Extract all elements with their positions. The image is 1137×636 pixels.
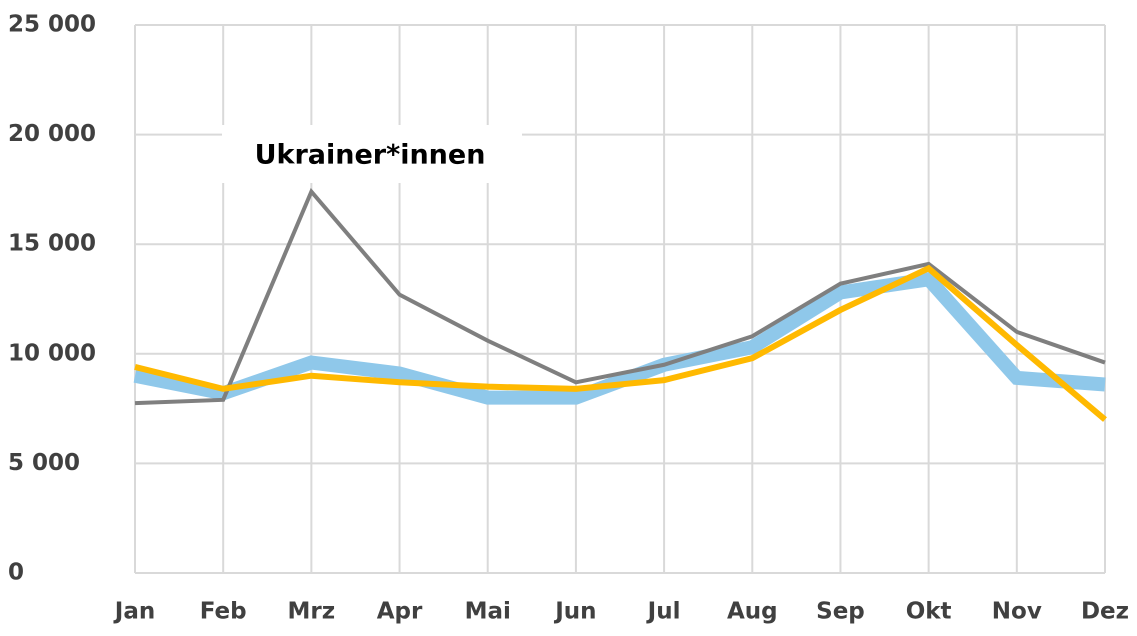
line <box>134 187 1106 406</box>
x-tick-label: Jul <box>646 599 681 625</box>
y-tick-label: 15 000 <box>8 231 96 257</box>
x-tick-label: Jan <box>113 599 155 625</box>
y-tick-label: 25 000 <box>8 12 96 38</box>
x-tick-label: Feb <box>200 599 247 625</box>
line <box>133 271 1106 405</box>
line <box>134 264 1107 422</box>
y-tick-label: 10 000 <box>8 340 96 366</box>
y-tick-label: 20 000 <box>8 121 96 147</box>
annotation-box <box>222 125 522 183</box>
annotation: Ukrainer*innen <box>255 140 486 171</box>
x-tick-label: Apr <box>377 599 423 625</box>
x-tick-label: Jun <box>553 599 596 625</box>
x-tick-label: Mrz <box>288 599 336 625</box>
x-tick-label: Mai <box>465 599 511 625</box>
y-tick-label: 5 000 <box>8 450 80 476</box>
y-tick-label: 0 <box>8 560 24 586</box>
x-tick-label: Okt <box>906 599 952 625</box>
x-tick-label: Sep <box>816 599 865 625</box>
x-tick-label: Dez <box>1081 599 1129 625</box>
x-tick-label: Nov <box>992 599 1042 625</box>
x-tick-label: Aug <box>727 599 778 625</box>
